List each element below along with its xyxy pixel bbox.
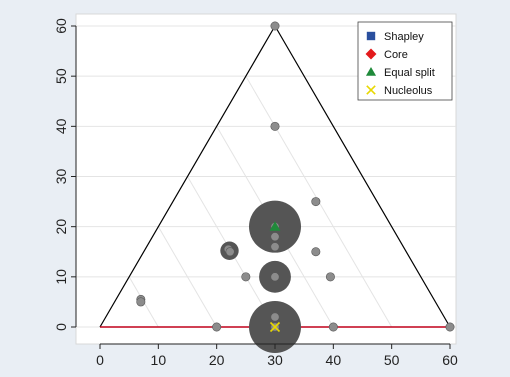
data-point xyxy=(270,21,280,31)
legend: Shapley Core Equal split Nucleolus xyxy=(357,21,453,101)
legend-label: Shapley xyxy=(384,31,424,43)
x-tick-label: 60 xyxy=(442,352,458,368)
y-tick-label: 30 xyxy=(53,169,69,185)
data-point xyxy=(212,322,222,332)
legend-marker-core xyxy=(365,48,377,60)
x-tick-label: 30 xyxy=(267,352,283,368)
gridline-diagonal xyxy=(157,226,218,328)
series-marker-nucleolus xyxy=(269,321,281,333)
x-tick-label: 40 xyxy=(326,352,342,368)
data-point xyxy=(311,197,321,207)
legend-label: Nucleolus xyxy=(384,85,433,97)
legend-marker-nucleolus xyxy=(366,85,376,95)
data-point xyxy=(328,322,338,332)
y-tick-label: 50 xyxy=(53,68,69,84)
data-point xyxy=(270,232,280,242)
y-tick-label: 0 xyxy=(53,323,69,331)
legend-label: Core xyxy=(384,49,408,61)
data-point xyxy=(225,247,235,257)
y-tick-label: 60 xyxy=(53,18,69,34)
legend-label: Equal split xyxy=(384,67,435,79)
triangle-left-edge xyxy=(99,25,276,328)
data-point xyxy=(270,242,280,252)
series-marker-equal-split xyxy=(269,221,281,231)
data-point xyxy=(270,272,280,282)
data-point xyxy=(445,322,455,332)
triangle-right-edge xyxy=(274,25,451,328)
data-point xyxy=(241,272,251,282)
legend-marker-nucleolus-stroke xyxy=(366,85,376,95)
x-tick-label: 20 xyxy=(209,352,225,368)
x-tick-label: 50 xyxy=(384,352,400,368)
x-tick-label: 0 xyxy=(96,352,104,368)
data-point xyxy=(270,121,280,131)
data-point xyxy=(325,272,335,282)
y-tick-label: 10 xyxy=(53,269,69,285)
legend-marker-equal-split xyxy=(365,66,377,76)
legend-marker-shapley xyxy=(366,31,376,41)
data-point xyxy=(270,312,280,322)
data-point xyxy=(311,247,321,257)
series-marker-nucleolus-stroke xyxy=(269,321,281,333)
y-tick-label: 20 xyxy=(53,219,69,235)
x-tick-label: 10 xyxy=(151,352,167,368)
data-point xyxy=(136,297,146,307)
y-tick-label: 40 xyxy=(53,118,69,134)
